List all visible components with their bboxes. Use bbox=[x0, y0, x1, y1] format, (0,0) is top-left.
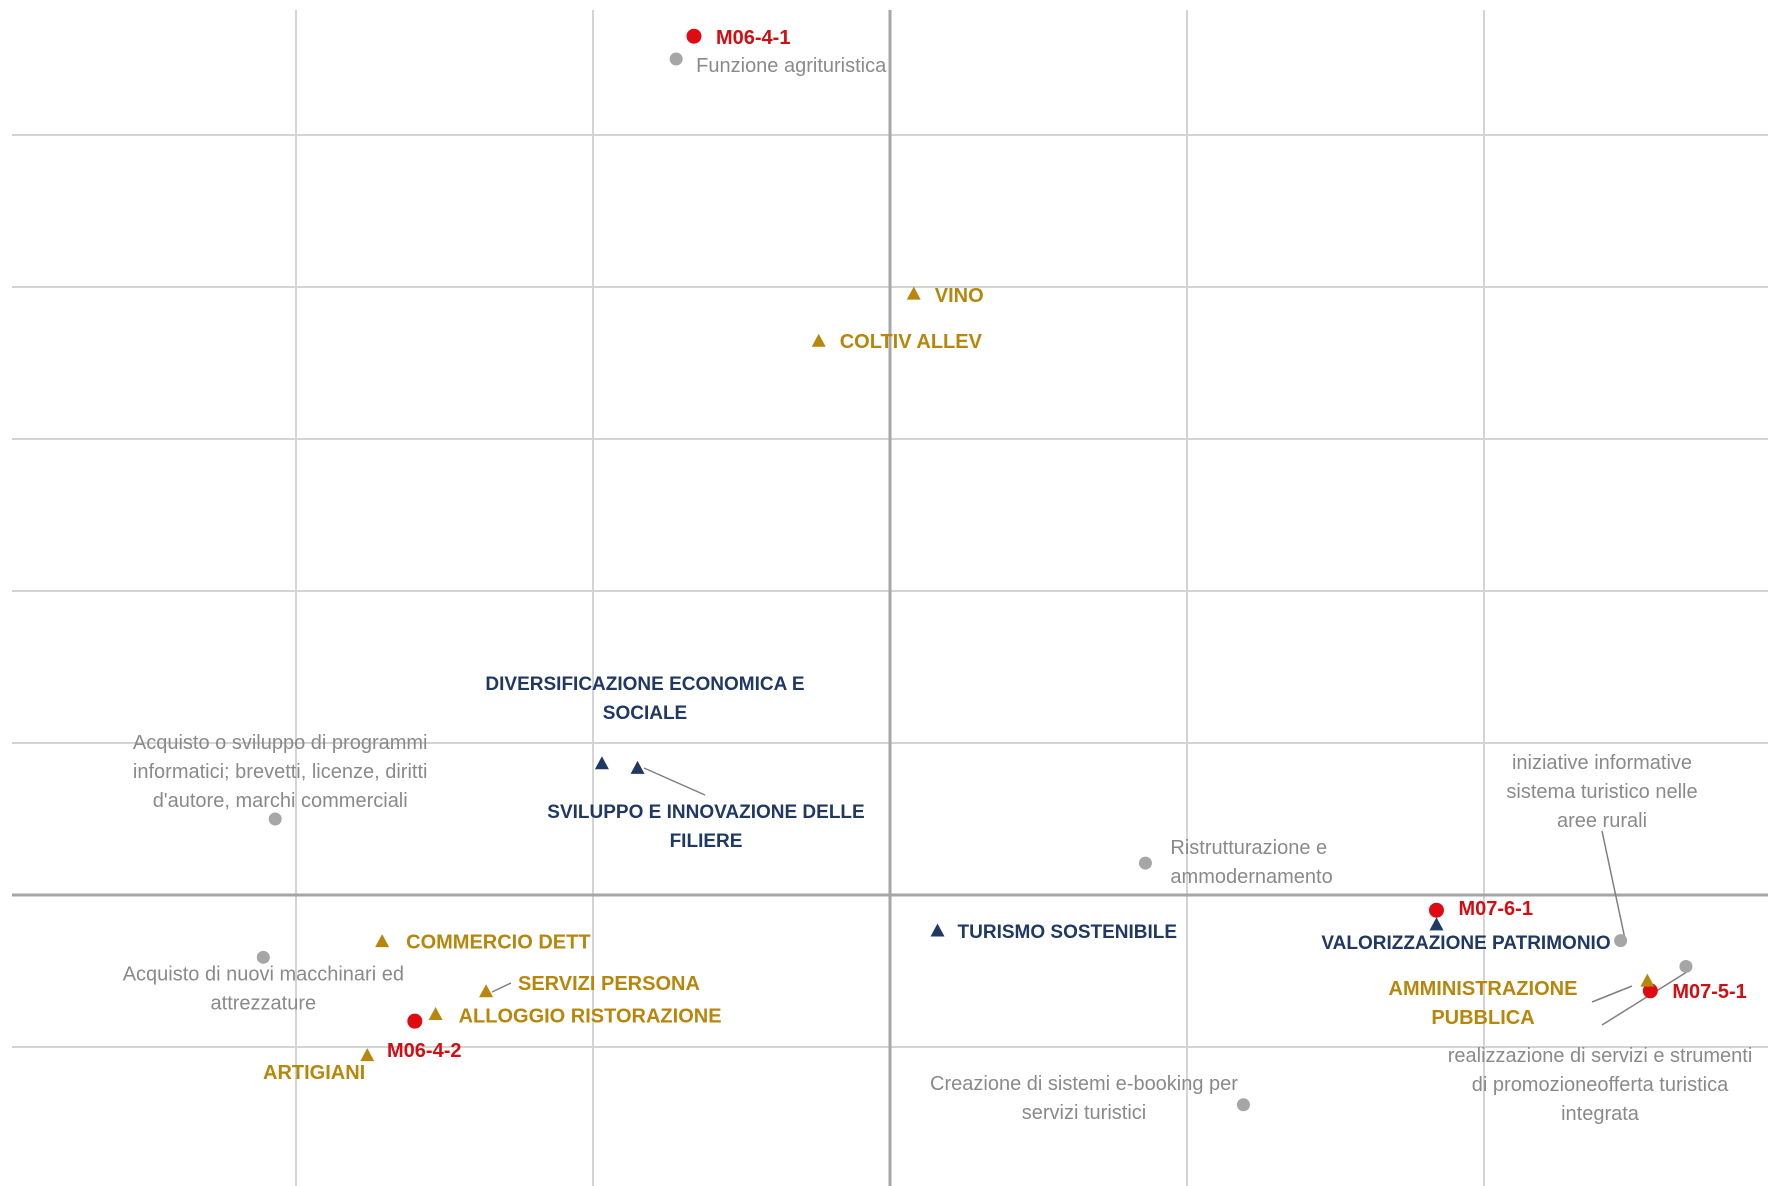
leader-line bbox=[1601, 969, 1691, 1026]
navy-triangle-point bbox=[1429, 917, 1444, 931]
gold-triangle-point bbox=[375, 934, 390, 948]
red-circle-point bbox=[407, 1013, 423, 1029]
red-circle-label: M07-6-1 bbox=[1458, 898, 1532, 920]
gray-circle-point bbox=[268, 812, 282, 826]
gold-triangle-point bbox=[1640, 973, 1655, 987]
gray-circle-label: realizzazione di servizi e strumenti di p… bbox=[1448, 1045, 1753, 1125]
gold-triangle-label: ALLOGGIO RISTORAZIONE bbox=[459, 1006, 722, 1028]
gold-triangle-point bbox=[360, 1048, 375, 1062]
data-points bbox=[256, 28, 1693, 1112]
navy-triangle-point bbox=[930, 923, 945, 937]
gray-circle-point bbox=[256, 950, 270, 964]
gold-triangle-point bbox=[906, 286, 921, 300]
leader-line bbox=[643, 767, 706, 796]
leader-line bbox=[491, 982, 512, 993]
navy-triangle-point bbox=[630, 760, 645, 774]
gray-circle-point bbox=[1679, 959, 1693, 973]
data-labels: Funzione agrituristica Acquisto o svilupp… bbox=[123, 27, 1753, 1125]
leader-line bbox=[1591, 985, 1633, 1003]
gray-circle-label: iniziative informative sistema turistico … bbox=[1506, 752, 1697, 832]
gray-circle-point bbox=[669, 52, 683, 66]
gold-triangle-label: SERVIZI PERSONA bbox=[518, 973, 700, 995]
gray-circle-point bbox=[1138, 856, 1152, 870]
leader-lines bbox=[491, 767, 1691, 1026]
gray-circle-label: Creazione di sistemi e-booking per serviz… bbox=[930, 1073, 1238, 1124]
red-circle-point bbox=[1642, 983, 1658, 999]
gold-triangle-label: COLTIV ALLEV bbox=[840, 331, 983, 353]
gray-circle-point bbox=[1614, 934, 1628, 948]
red-circle-label: M06-4-2 bbox=[387, 1040, 461, 1062]
gray-circle-label: Ristrutturazione e ammodernamento bbox=[1170, 837, 1332, 888]
gold-triangle-point bbox=[428, 1007, 443, 1021]
navy-triangle-point bbox=[594, 756, 609, 770]
red-circle-label: M07-5-1 bbox=[1672, 981, 1746, 1003]
navy-triangle-label: DIVERSIFICAZIONE ECONOMICA E SOCIALE bbox=[485, 674, 804, 724]
gray-circle-point bbox=[1236, 1098, 1250, 1112]
navy-triangle-label: TURISMO SOSTENIBILE bbox=[958, 922, 1178, 943]
gold-triangle-label: ARTIGIANI bbox=[263, 1062, 365, 1084]
gold-triangle-point bbox=[479, 984, 494, 998]
red-circle-point bbox=[686, 28, 702, 44]
navy-triangle-label: SVILUPPO E INNOVAZIONE DELLE FILIERE bbox=[547, 802, 864, 852]
navy-triangle-label: VALORIZZAZIONE PATRIMONIO bbox=[1321, 933, 1610, 954]
gold-triangle-label: COMMERCIO DETT bbox=[406, 932, 590, 954]
red-circle-point bbox=[1428, 902, 1444, 918]
red-circle-label: M06-4-1 bbox=[716, 27, 790, 49]
gray-circle-label: Acquisto di nuovi macchinari ed attrezzat… bbox=[123, 963, 404, 1014]
gold-triangle-label: AMMINISTRAZIONE PUBBLICA bbox=[1389, 978, 1578, 1029]
gray-circle-label: Acquisto o sviluppo di programmi informat… bbox=[133, 732, 428, 812]
gold-triangle-point bbox=[811, 333, 826, 347]
gray-circle-label: Funzione agrituristica bbox=[696, 55, 887, 77]
axes bbox=[12, 10, 1768, 1186]
gold-triangle-label: VINO bbox=[935, 285, 984, 307]
leader-line bbox=[1601, 830, 1626, 940]
